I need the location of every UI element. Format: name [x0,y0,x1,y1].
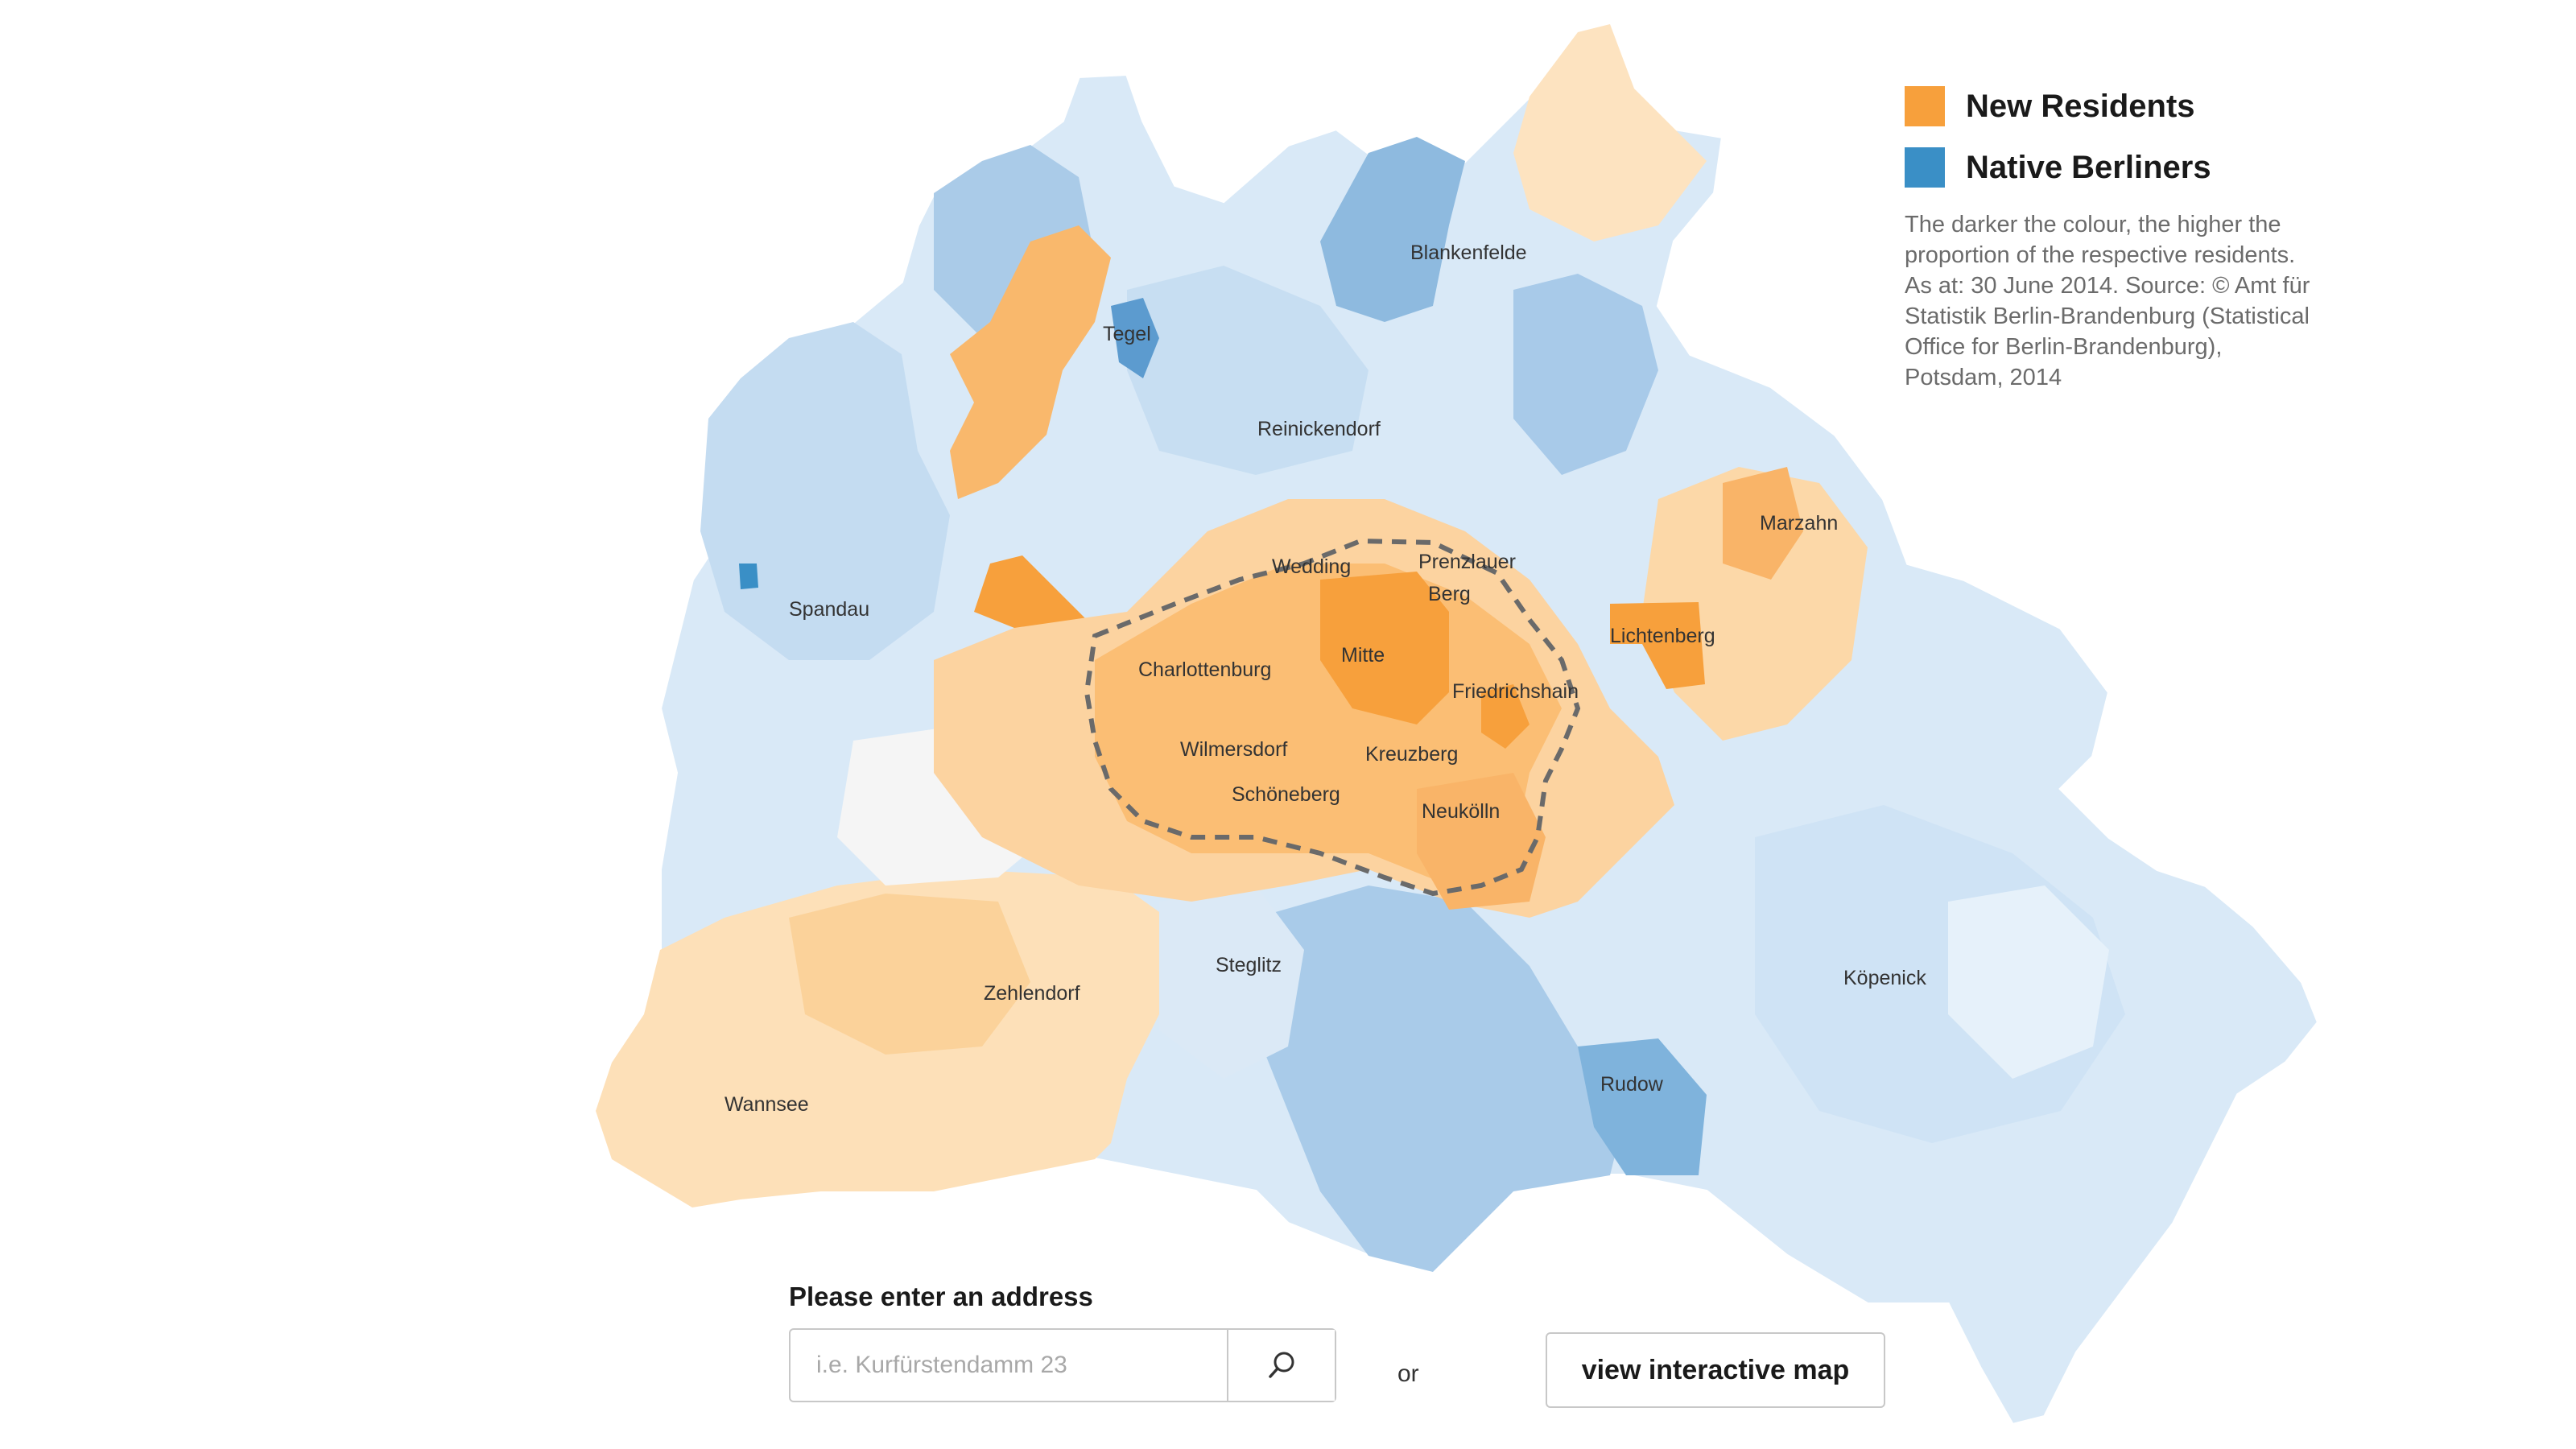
district-label-friedrichshain: Friedrichshain [1452,680,1579,703]
neukoelln-area [1417,773,1546,910]
view-interactive-map-button[interactable]: view interactive map [1546,1332,1885,1408]
rudow-blue [1578,1038,1707,1175]
inner-city-dark [1320,572,1449,724]
district-label-wedding: Wedding [1272,555,1351,578]
district-label-rudow: Rudow [1600,1073,1664,1096]
address-search-input[interactable] [791,1330,1227,1401]
address-label: Please enter an address [789,1282,1093,1311]
blankenfelde-area [1320,137,1465,322]
north-orange-light [1513,24,1707,242]
district-label-steglitz: Steglitz [1216,954,1282,976]
district-label-wannsee: Wannsee [724,1093,809,1116]
district-label-blankenfelde: Blankenfelde [1410,242,1527,264]
district-label-marzahn: Marzahn [1760,512,1838,535]
tegel-dark-blue [1111,298,1159,378]
district-label-spandau: Spandau [789,598,869,621]
legend-label-new-residents: New Residents [1966,88,2195,124]
legend-label-native-berliners: Native Berliners [1966,149,2211,185]
district-label-kreuzberg: Kreuzberg [1365,743,1458,766]
reinickendorf-area [1127,266,1368,475]
district-label-schoeneberg: Schöneberg [1232,783,1340,806]
district-label-charlottenburg: Charlottenburg [1138,658,1271,681]
orange-swatch-icon [1905,86,1945,126]
south-blue-area [1256,886,1626,1272]
district-label-prenzlauer-berg-line2: Berg [1428,583,1471,605]
friedrichshain-dark [1481,684,1530,749]
or-label: or [1397,1360,1419,1387]
legend-note: The darker the colour, the higher the pr… [1905,212,2310,390]
district-label-wilmersdorf: Wilmersdorf [1180,738,1287,761]
district-label-tegel: Tegel [1103,323,1151,345]
legend-item-native-berliners: Native Berliners [1905,147,2339,188]
district-label-koepenick: Köpenick [1843,967,1926,989]
koepenick-pale [1948,886,2109,1079]
search-icon [1269,1352,1294,1378]
spandau-area [700,322,950,660]
address-search-box [789,1328,1336,1402]
steglitz-area [1159,886,1304,1079]
district-label-lichtenberg: Lichtenberg [1610,625,1715,647]
district-label-zehlendorf: Zehlendorf [984,982,1080,1005]
legend-item-new-residents: New Residents [1905,85,2339,127]
district-label-mitte: Mitte [1341,644,1385,667]
district-label-prenzlauer-berg: Prenzlauer Berg [1418,551,1521,605]
west-orange-blob [974,555,1087,636]
district-label-prenzlauer-berg-text: Prenzlauer [1418,551,1516,573]
lichtenberg-orange [1610,602,1705,689]
tegel-orange [950,225,1111,499]
map-legend: New Residents Native Berliners The darke… [1905,85,2339,393]
zehlendorf-mid-orange [789,894,1030,1055]
marzahn-orange [1723,467,1803,580]
address-search-button[interactable] [1227,1330,1335,1401]
district-label-reinickendorf: Reinickendorf [1257,418,1381,440]
spandau-dark-spot [739,564,758,589]
north-east-blue-area [1513,274,1658,475]
district-label-neukoelln: Neukölln [1422,800,1500,823]
blue-swatch-icon [1905,147,1945,188]
